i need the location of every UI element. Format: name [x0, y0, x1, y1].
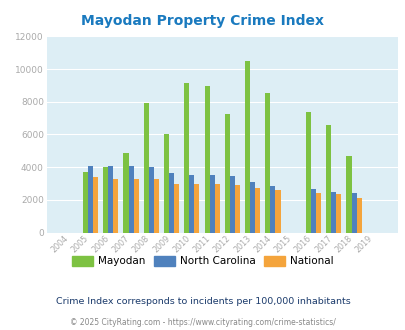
Bar: [335, 194, 341, 233]
Bar: [249, 182, 255, 233]
Bar: [275, 190, 280, 233]
Text: © 2025 CityRating.com - https://www.cityrating.com/crime-statistics/: © 2025 CityRating.com - https://www.city…: [70, 318, 335, 327]
Bar: [204, 86, 209, 233]
Bar: [330, 192, 335, 233]
Bar: [315, 193, 320, 233]
Bar: [128, 166, 133, 233]
Bar: [93, 177, 98, 233]
Bar: [214, 184, 219, 233]
Legend: Mayodan, North Carolina, National: Mayodan, North Carolina, National: [68, 251, 337, 270]
Bar: [189, 175, 194, 233]
Bar: [88, 166, 93, 233]
Bar: [310, 189, 315, 233]
Bar: [265, 93, 270, 233]
Bar: [123, 153, 128, 233]
Bar: [229, 176, 234, 233]
Bar: [143, 103, 149, 233]
Text: Crime Index corresponds to incidents per 100,000 inhabitants: Crime Index corresponds to incidents per…: [55, 297, 350, 307]
Bar: [149, 167, 153, 233]
Bar: [356, 198, 361, 233]
Bar: [209, 175, 214, 233]
Bar: [245, 61, 249, 233]
Bar: [345, 156, 351, 233]
Bar: [325, 125, 330, 233]
Bar: [184, 83, 189, 233]
Bar: [108, 166, 113, 233]
Bar: [168, 173, 174, 233]
Bar: [83, 172, 88, 233]
Bar: [194, 184, 199, 233]
Bar: [174, 183, 179, 233]
Text: Mayodan Property Crime Index: Mayodan Property Crime Index: [81, 15, 324, 28]
Bar: [153, 180, 158, 233]
Bar: [255, 188, 260, 233]
Bar: [133, 180, 139, 233]
Bar: [164, 135, 168, 233]
Bar: [234, 185, 239, 233]
Bar: [224, 114, 229, 233]
Bar: [305, 113, 310, 233]
Bar: [103, 167, 108, 233]
Bar: [270, 186, 275, 233]
Bar: [113, 179, 118, 233]
Bar: [351, 193, 356, 233]
